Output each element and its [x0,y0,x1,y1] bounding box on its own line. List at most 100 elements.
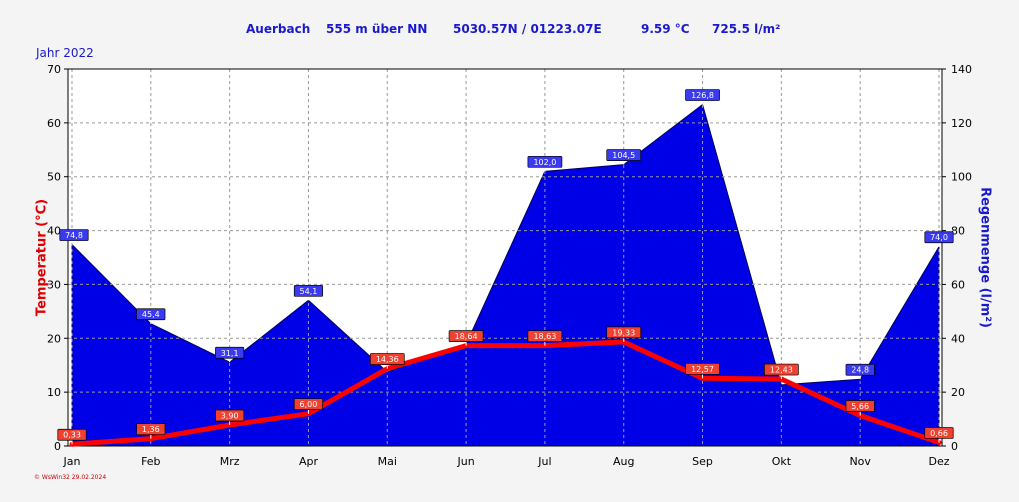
rain-data-label: 102,0 [527,155,563,172]
y-left-tick-label: 0 [54,440,61,453]
temp-data-label: 1,36 [136,423,166,439]
data-label-text: 5,66 [851,402,869,411]
y-left-tick-label: 30 [47,278,61,291]
year-label: Jahr 2022 [36,46,94,60]
y-right-tick-label: 120 [951,117,972,130]
temp-data-label: 0,66 [924,427,954,443]
data-label-text: 0,33 [63,431,81,440]
data-label-text: 74,0 [930,233,948,242]
x-tick-label: Sep [692,455,713,468]
temp-data-label: 3,90 [215,409,245,425]
rain-data-label: 24,8 [845,363,875,380]
data-label-text: 6,00 [300,400,318,409]
data-label-box [685,89,720,101]
rain-data-label: 104,5 [606,149,642,165]
data-label-text: 104,5 [612,151,635,160]
temperature-line [69,339,942,447]
data-label-text: 18,63 [533,332,556,341]
data-label-box [369,353,405,366]
station-coords: 5030.57N / 01223.07E [453,22,602,36]
y-right-tick-label: 20 [951,386,965,399]
x-tick-label: Nov [849,455,871,468]
data-label-text: 54,1 [300,287,318,296]
y-left-tick-label: 40 [47,225,61,238]
data-label-text: 3,90 [221,411,239,420]
data-label-box [764,363,799,376]
rain-data-label: 126,8 [685,89,720,105]
data-label-box [685,362,720,375]
data-label-box [448,330,484,342]
x-tick-label: Dez [928,455,949,468]
temp-data-label: 12,57 [685,362,720,379]
data-label-box [59,229,89,241]
x-tick-label: Feb [141,455,160,468]
y-right-tick-label: 100 [951,171,972,184]
data-label-box [845,400,875,412]
data-label-text: 18,64 [455,332,478,341]
data-label-box [57,428,87,441]
rain-data-label: 31,1 [215,346,245,363]
data-label-box [527,155,563,168]
station-name: Auerbach [246,22,311,36]
temp-data-label: 14,36 [369,353,405,369]
x-tick-label: Mrz [220,455,240,468]
temp-data-label: 19,33 [606,326,642,342]
data-label-text: 45,4 [142,310,160,319]
data-label-box [527,330,563,343]
y-left-tick-label: 50 [47,171,61,184]
rain-data-label: 45,4 [136,308,166,324]
data-label-text: 102,0 [533,158,556,167]
data-label-box [136,423,166,436]
plot-frame [67,68,943,447]
y-left-tick-label: 60 [47,117,61,130]
y-right-tick-label: 0 [951,440,958,453]
y-right-tick-label: 40 [951,332,965,345]
temp-data-label: 0,33 [57,428,87,445]
data-label-text: 0,66 [930,429,948,438]
data-label-box [215,346,245,359]
data-label-box [215,409,245,422]
y-right-tick-label: 80 [951,225,965,238]
temp-data-label: 12,43 [764,363,799,380]
data-label-text: 126,8 [691,91,714,100]
data-label-text: 12,43 [770,366,793,375]
data-label-text: 14,36 [376,355,399,364]
mean-temperature: 9.59 °C [641,22,690,36]
data-label-box [293,398,324,411]
temp-data-label: 6,00 [293,398,324,414]
footer-credit: © WsWin32 29.02.2024 [34,474,107,481]
temp-data-label: 18,64 [448,330,484,346]
data-label-box [845,363,875,376]
y-right-tick-label: 140 [951,63,972,76]
y-right-tick-label: 60 [951,278,965,291]
y-left-tick-label: 10 [47,386,61,399]
rain-data-label: 74,8 [59,229,89,245]
rain-data-label: 54,1 [293,284,324,301]
data-label-box [136,308,166,321]
y-left-tick-label: 70 [47,63,61,76]
data-label-box [924,231,954,244]
data-label-text: 12,57 [691,365,714,374]
temp-data-label: 5,66 [845,400,875,416]
total-rainfall: 725.5 l/m² [712,22,781,36]
data-label-box [606,149,642,161]
data-label-text: 19,33 [612,328,635,337]
x-tick-label: Apr [299,455,319,468]
data-label-text: 74,8 [65,231,83,240]
data-label-box [293,284,324,297]
x-tick-label: Jul [537,455,551,468]
data-label-text: 31,1 [221,349,239,358]
temp-data-label: 18,63 [527,330,563,346]
data-label-text: 1,36 [142,425,160,434]
station-altitude: 555 m über NN [326,22,428,36]
data-label-box [924,427,954,439]
rain-data-label: 74,0 [924,231,954,247]
y-left-tick-label: 20 [47,332,61,345]
x-tick-label: Aug [613,455,634,468]
x-tick-label: Jan [63,455,81,468]
x-tick-label: Mai [378,455,397,468]
data-label-box [606,326,642,339]
x-tick-label: Okt [772,455,792,468]
